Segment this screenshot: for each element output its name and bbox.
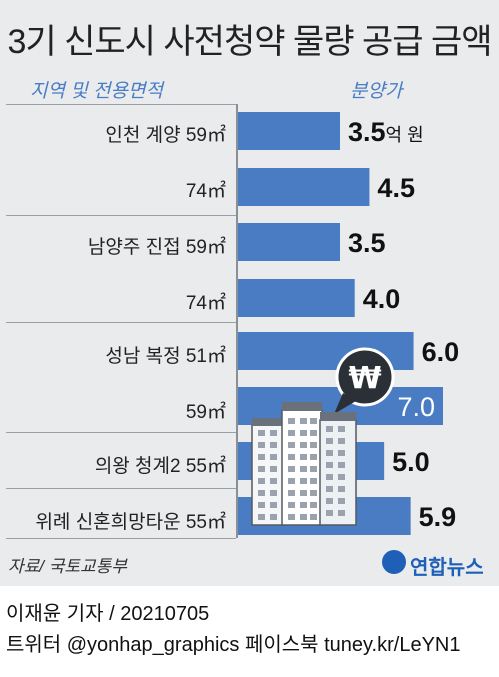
bar-value-label: 4.5	[377, 173, 415, 203]
row-separator	[6, 432, 236, 433]
row-label: 위례 신혼희망타운 55㎡	[35, 512, 226, 533]
category-axis-line	[236, 104, 238, 538]
bar	[237, 168, 370, 206]
row-label: 성남 복정 51㎡	[105, 346, 226, 367]
header-price: 분양가	[350, 81, 403, 102]
bar	[237, 223, 340, 261]
row-separator	[6, 488, 236, 489]
credit-reporter: 이재윤 기자 / 20210705	[6, 603, 210, 625]
row-label: 59㎡	[185, 402, 226, 423]
bar-value-label: 5.0	[392, 447, 430, 477]
svg-text:₩: ₩	[348, 361, 381, 396]
bar-value-label: 7.0	[397, 392, 435, 422]
bar	[237, 112, 340, 150]
bar-value-label: 3.5억 원	[348, 117, 424, 147]
apartment-building-icon	[251, 402, 357, 526]
bar	[237, 279, 355, 317]
credit-social: 트위터 @yonhap_graphics 페이스북 tuney.kr/LeYN1	[6, 634, 461, 656]
won-bubble-icon: ₩	[334, 347, 395, 414]
row-label: 의왕 청계2 55㎡	[94, 456, 226, 477]
chart-title: 3기 신도시 사전청약 물량 공급 금액	[7, 23, 492, 61]
yonhap-logo-icon	[382, 550, 406, 574]
bar-value-label: 5.9	[419, 502, 457, 532]
row-label: 74㎡	[185, 181, 226, 202]
unit-label: 억 원	[386, 125, 424, 145]
row-label: 74㎡	[185, 293, 226, 314]
row-separator	[6, 322, 236, 323]
bar-value-label: 6.0	[422, 337, 460, 367]
row-label: 남양주 진접 59㎡	[87, 237, 226, 258]
bar-value-label: 4.0	[363, 284, 401, 314]
row-separator	[6, 104, 236, 105]
bar-chart: 3.5억 원 4.5 3.5 4.0 6.0 7.0 5.0 5.9 ₩	[237, 112, 460, 535]
row-separator	[6, 215, 236, 216]
header-region-area: 지역 및 전용면적	[30, 81, 163, 102]
bar-value-label: 3.5	[348, 228, 386, 258]
yonhap-logo: 연합뉴스	[382, 548, 494, 579]
row-label: 인천 계양 59㎡	[105, 125, 226, 146]
logo-text: 연합뉴스	[410, 557, 484, 579]
source-note: 자료/ 국토교통부	[8, 557, 127, 576]
row-separator	[6, 538, 236, 539]
